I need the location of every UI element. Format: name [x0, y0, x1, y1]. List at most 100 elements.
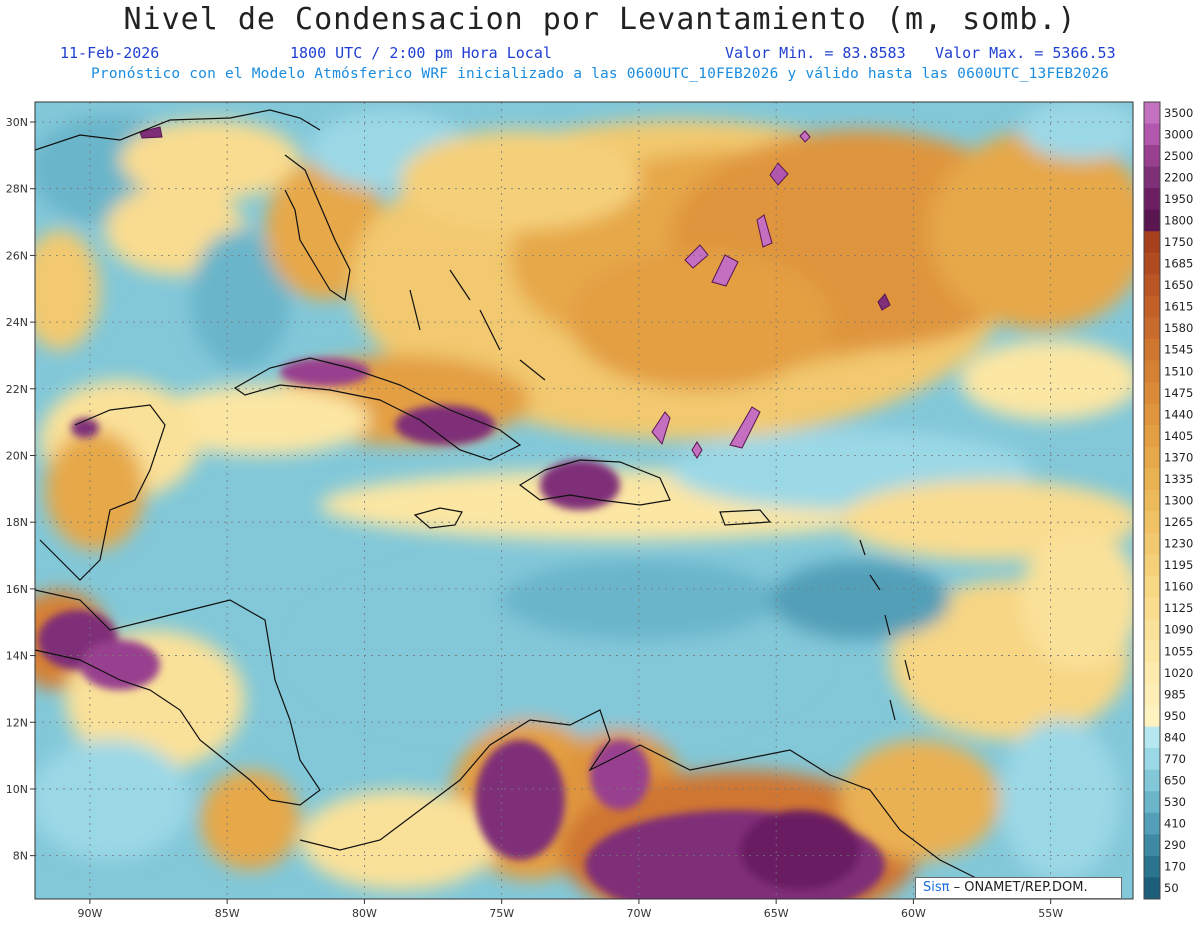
colorbar-label: 1405 [1164, 429, 1193, 443]
lat-tick-label: 12N [6, 716, 28, 729]
colorbar-swatch [1144, 145, 1160, 168]
colorbar-label: 290 [1164, 838, 1186, 852]
lcl-shaded-field [35, 102, 1133, 899]
colorbar-label: 1545 [1164, 343, 1193, 357]
lon-tick-label: 90W [77, 907, 102, 920]
coast-central-america [35, 589, 321, 806]
colorbar-swatch [1144, 489, 1160, 512]
colorbar-swatch [1144, 791, 1160, 814]
colorbar-frame [1143, 101, 1161, 900]
colorbar-swatch [1144, 683, 1160, 706]
forecast-date: 11-Feb-2026 [60, 44, 160, 62]
colorbar-swatch [1144, 597, 1160, 620]
colorbar-swatch [1144, 511, 1160, 534]
colorbar-swatch [1144, 769, 1160, 792]
lat-tick-label: 26N [6, 249, 28, 262]
colorbar-swatch [1144, 640, 1160, 663]
colorbar-swatch [1144, 166, 1160, 189]
colorbar-swatch [1144, 877, 1160, 900]
colorbar-label: 1685 [1164, 257, 1193, 271]
chart-title: Nivel de Condensacion por Levantamiento … [123, 2, 1077, 37]
lon-tick-label: 80W [352, 907, 377, 920]
colorbar-label: 410 [1164, 817, 1186, 831]
coast-cuba [233, 357, 522, 461]
credit-box: Sisπ – ONAMET/REP.DOM. [915, 877, 1122, 899]
lon-tick-label: 60W [901, 907, 926, 920]
lon-tick-label: 85W [215, 907, 240, 920]
lon-tick-label: 65W [764, 907, 789, 920]
colorbar-label: 50 [1164, 881, 1179, 895]
colorbar-label: 1475 [1164, 386, 1193, 400]
colorbar-swatch [1144, 748, 1160, 771]
forecast-time: 1800 UTC / 2:00 pm Hora Local [290, 44, 552, 62]
colorbar-swatch [1144, 188, 1160, 211]
colorbar-label: 1950 [1164, 192, 1193, 206]
colorbar-label: 1440 [1164, 407, 1193, 421]
longitude-axis: 90W 85W 80W 75W 70W 65W 60W 55W [77, 899, 1063, 920]
colorbar-label: 1335 [1164, 472, 1193, 486]
coast-florida [284, 154, 351, 302]
colorbar-label: 170 [1164, 860, 1186, 874]
lon-tick-label: 75W [489, 907, 514, 920]
colorbar-label: 530 [1164, 795, 1186, 809]
lat-tick-label: 30N [6, 116, 28, 129]
colorbar-label: 1510 [1164, 364, 1193, 378]
colorbar-label: 1195 [1164, 558, 1193, 572]
lat-tick-label: 24N [6, 316, 28, 329]
lat-tick-label: 10N [6, 783, 28, 796]
coastlines [35, 109, 981, 881]
colorbar-label: 1020 [1164, 666, 1193, 680]
colorbar-swatch [1144, 662, 1160, 685]
colorbar-swatch [1144, 618, 1160, 642]
colorbar-label: 1230 [1164, 537, 1193, 551]
colorbar-swatch [1144, 338, 1160, 361]
colorbar-label: 1265 [1164, 515, 1193, 529]
colorbar-label: 650 [1164, 774, 1186, 788]
colorbar-legend: 3500 3000 2500 2200 1950 1800 1750 1685 1650 1615… [1143, 101, 1193, 900]
colorbar-label: 950 [1164, 709, 1186, 723]
lat-tick-label: 14N [6, 650, 28, 663]
lat-tick-label: 8N [13, 850, 28, 863]
colorbar-swatch [1144, 705, 1160, 728]
coast-puertorico [719, 509, 772, 526]
lat-tick-label: 16N [6, 583, 28, 596]
max-value-label: Valor Max. = 5366.53 [935, 44, 1116, 62]
colorbar-label: 770 [1164, 752, 1186, 766]
lon-tick-label: 55W [1038, 907, 1063, 920]
colorbar-swatch [1144, 102, 1160, 125]
colorbar-label: 1750 [1164, 235, 1193, 249]
colorbar-label: 1580 [1164, 321, 1193, 335]
coast-bahamas [409, 269, 546, 381]
min-value-label: Valor Min. = 83.8583 [725, 44, 906, 62]
colorbar-label: 3000 [1164, 127, 1193, 141]
colorbar-swatch [1144, 123, 1160, 146]
colorbar-label: 1160 [1164, 580, 1193, 594]
colorbar-label: 840 [1164, 730, 1186, 744]
lat-tick-label: 22N [6, 383, 28, 396]
colorbar-swatch [1144, 403, 1160, 426]
colorbar-swatch [1144, 812, 1160, 835]
colorbar-swatch [1144, 532, 1160, 555]
lat-tick-label: 20N [6, 449, 28, 462]
credit-text: – ONAMET/REP.DOM. [949, 880, 1088, 895]
colorbar-label: 1125 [1164, 601, 1193, 615]
colorbar-label: 1300 [1164, 494, 1193, 508]
colorbar-label: 1370 [1164, 450, 1193, 464]
colorbar-swatch [1144, 252, 1160, 275]
lon-tick-label: 70W [626, 907, 651, 920]
lat-tick-label: 28N [6, 183, 28, 196]
colorbar-swatch [1144, 855, 1160, 878]
colorbar-label: 1055 [1164, 644, 1193, 658]
colorbar-swatch [1144, 231, 1160, 254]
colorbar-label: 985 [1164, 687, 1186, 701]
colorbar-label: 1615 [1164, 300, 1193, 314]
coast-jamaica [413, 507, 463, 529]
colorbar-label: 1800 [1164, 213, 1193, 227]
colorbar-label: 3500 [1164, 106, 1193, 120]
colorbar-swatch [1144, 382, 1160, 405]
latitude-axis: 30N 28N 26N 24N 22N 20N 18N 16N 14N 12N 10N 8N [6, 116, 35, 863]
map-grid [35, 102, 1133, 899]
colorbar-label: 2500 [1164, 149, 1193, 163]
sis-logo-text: Sisπ [923, 880, 950, 895]
